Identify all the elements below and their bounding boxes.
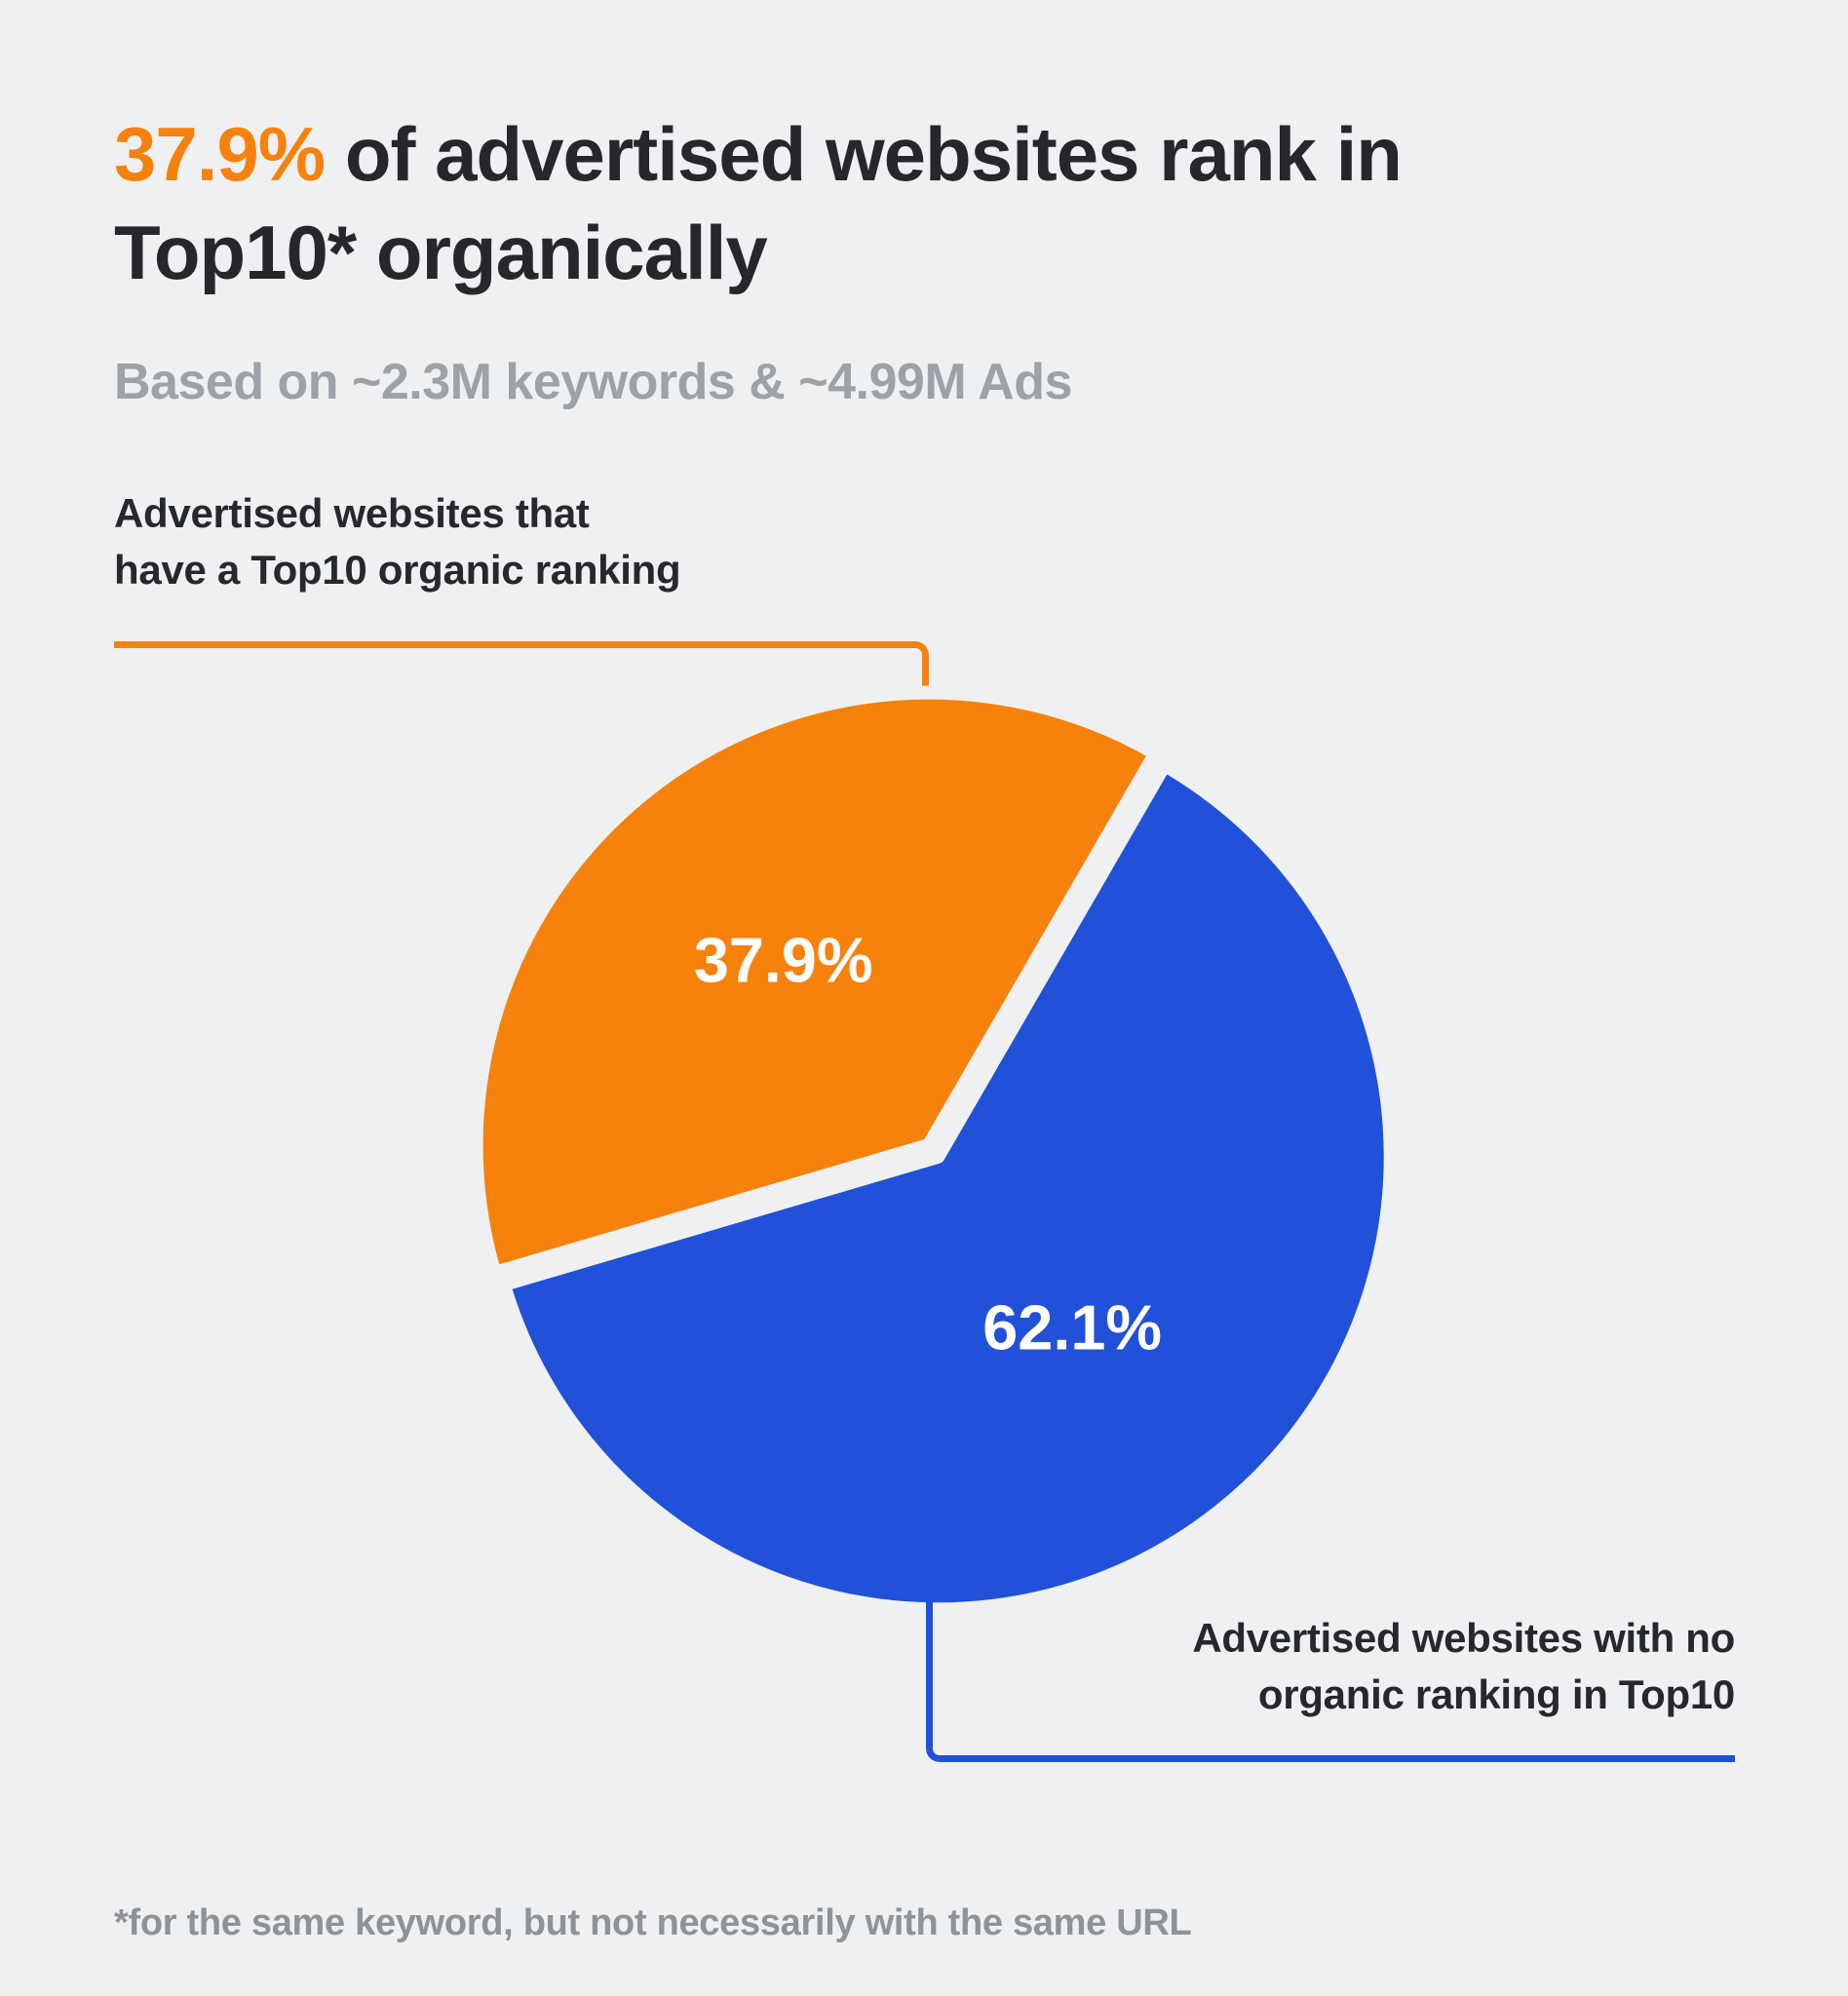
blue-callout-connector-line (926, 1594, 1735, 1762)
pie-slice-0 (469, 685, 1163, 1281)
title-highlight: 37.9% (114, 111, 326, 197)
pie-slice-value-label-0: 37.9% (694, 925, 873, 996)
blue-callout-line1: Advertised websites with no (1192, 1615, 1735, 1661)
blue-callout-line2: organic ranking in Top10 (1257, 1670, 1735, 1717)
orange-callout-line2: have a Top10 organic ranking (114, 546, 681, 593)
pie-chart-container: 37.9% 62.1% (403, 619, 1455, 1671)
orange-callout-line1: Advertised websites that (114, 490, 590, 536)
title-line2: Top10* organically (114, 210, 768, 296)
page-title: 37.9% of advertised websites rank in Top… (114, 105, 1751, 303)
chart-subtitle: Based on ~2.3M keywords & ~4.99M Ads (114, 354, 1072, 410)
title-rest: of advertised websites rank in (325, 111, 1403, 197)
pie-slice-1 (496, 757, 1398, 1617)
orange-slice-callout-label: Advertised websites that have a Top10 or… (114, 485, 681, 598)
pie-chart: 37.9% 62.1% (469, 685, 1398, 1617)
footnote: *for the same keyword, but not necessari… (114, 1902, 1192, 1943)
orange-callout-connector-line (114, 641, 929, 698)
blue-slice-callout-label: Advertised websites with no organic rank… (1192, 1610, 1735, 1723)
pie-slice-value-label-1: 62.1% (982, 1292, 1162, 1363)
